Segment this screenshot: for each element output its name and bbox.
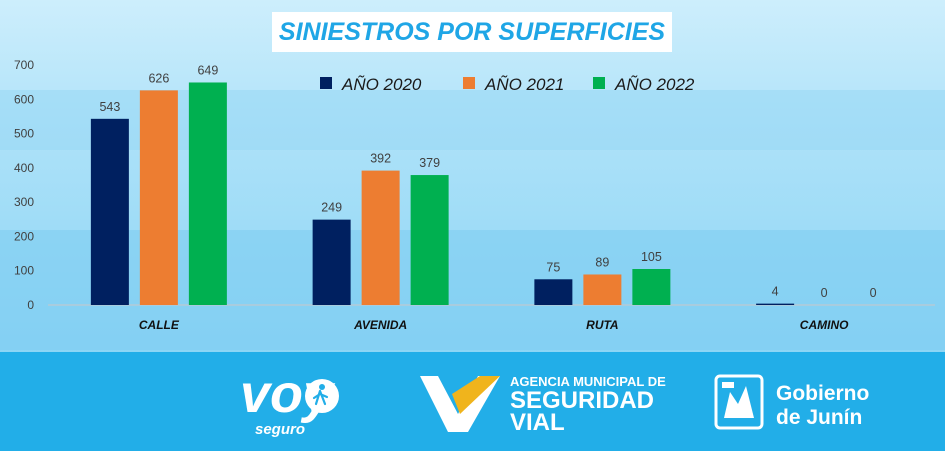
- government-logo: Gobierno de Junín: [714, 374, 869, 430]
- y-tick-label: 500: [14, 127, 34, 141]
- gov-line2: de Junín: [776, 406, 862, 429]
- y-tick-label: 700: [14, 58, 34, 72]
- chart-title: SINIESTROS POR SUPERFICIES: [278, 17, 666, 46]
- data-label: 105: [641, 250, 662, 264]
- data-label: 392: [370, 152, 391, 166]
- x-tick-label: RUTA: [586, 318, 618, 332]
- agency-line1: AGENCIA MUNICIPAL DE: [510, 374, 666, 389]
- data-label: 649: [197, 63, 218, 77]
- data-label: 0: [870, 286, 877, 300]
- bar-calle-3: [188, 82, 227, 305]
- x-tick-label: CALLE: [139, 318, 180, 332]
- footer: voy seguro AGENCIA MUNICIPAL DE SEGURIDA…: [240, 364, 869, 438]
- legend: AÑO 2020 AÑO 2021 AÑO 2022: [320, 75, 695, 94]
- y-tick-label: 400: [14, 161, 34, 175]
- agency-logo: AGENCIA MUNICIPAL DE SEGURIDAD VIAL: [420, 374, 666, 436]
- data-label: 379: [419, 156, 440, 170]
- bar-ruta-3: [632, 269, 671, 305]
- agency-line3: VIAL: [510, 409, 565, 436]
- bar-ruta-2: [583, 274, 622, 305]
- data-label: 249: [321, 201, 342, 215]
- y-tick-label: 600: [14, 92, 34, 106]
- bar-avenida-2: [361, 170, 400, 305]
- data-label: 0: [821, 286, 828, 300]
- bar-calle-2: [139, 90, 178, 305]
- legend-label: AÑO 2020: [341, 75, 422, 94]
- bar-calle-1: [90, 118, 129, 305]
- coat-of-arms-icon: [714, 374, 764, 430]
- bar-series: [90, 82, 795, 305]
- data-label: 4: [772, 285, 779, 299]
- data-labels: 543 626 649 249 392 379 75 89 105 4 0 0: [99, 63, 876, 300]
- data-label: 75: [546, 260, 560, 274]
- data-label: 626: [148, 71, 169, 85]
- brand-sub: seguro: [255, 421, 305, 438]
- legend-swatch: [593, 77, 605, 89]
- chart-title-box: SINIESTROS POR SUPERFICIES: [272, 12, 672, 52]
- y-axis: 0 100 200 300 400 500 600 700: [14, 58, 34, 312]
- gov-line1: Gobierno: [776, 382, 869, 405]
- bar-ruta-1: [534, 279, 573, 305]
- legend-label: AÑO 2022: [614, 75, 695, 94]
- agency-line2: SEGURIDAD: [510, 387, 654, 414]
- legend-swatch: [320, 77, 332, 89]
- legend-label: AÑO 2021: [484, 75, 564, 94]
- bar-camino-1: [756, 303, 795, 305]
- bar-avenida-3: [410, 175, 449, 305]
- x-tick-label: AVENIDA: [353, 318, 407, 332]
- y-tick-label: 100: [14, 264, 34, 278]
- data-label: 543: [99, 100, 120, 114]
- y-tick-label: 300: [14, 195, 34, 209]
- voy-seguro-logo: voy seguro: [240, 364, 339, 438]
- x-axis: CALLE AVENIDA RUTA CAMINO: [139, 318, 849, 332]
- bar-avenida-1: [312, 219, 351, 305]
- data-label: 89: [595, 255, 609, 269]
- legend-swatch: [463, 77, 475, 89]
- y-tick-label: 0: [27, 298, 34, 312]
- y-tick-label: 200: [14, 229, 34, 243]
- x-tick-label: CAMINO: [800, 318, 849, 332]
